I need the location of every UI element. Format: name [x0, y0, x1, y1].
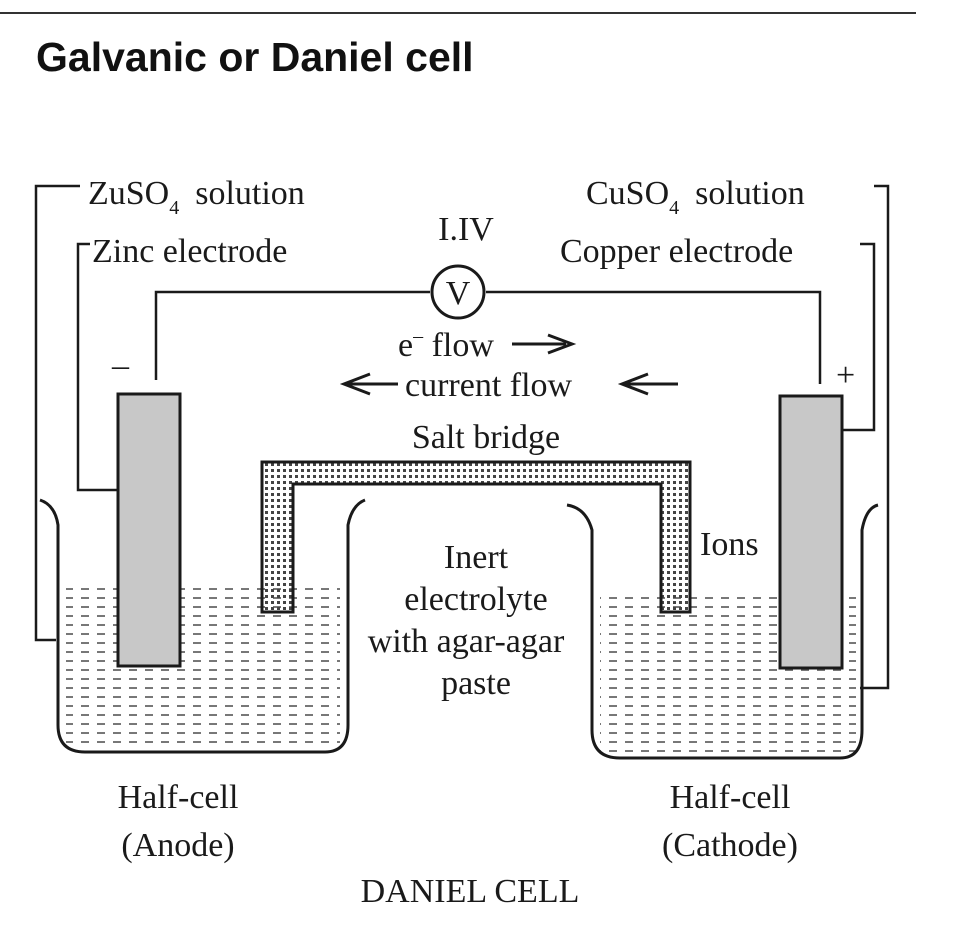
anode-beaker — [39, 498, 366, 754]
electrolyte-line-2: electrolyte — [404, 581, 547, 618]
anode-electrolyte — [66, 585, 340, 750]
cathode-beaker — [566, 503, 879, 760]
cathode-label-line-1: Half-cell — [670, 779, 791, 816]
current-flow-arrow-right — [617, 372, 678, 396]
copper-electrode — [778, 394, 844, 670]
left-solution-leader — [34, 184, 80, 642]
zinc-leader — [76, 242, 118, 492]
left-solution-label: ZuSO4 solution — [88, 175, 305, 219]
diagram-caption: DANIEL CELL — [361, 873, 580, 910]
copper-leader — [842, 242, 876, 432]
cathode-label-line-2: (Cathode) — [662, 827, 798, 864]
electrolyte-line-1: Inert — [444, 539, 509, 576]
zinc-electrode-label: Zinc electrode — [92, 233, 287, 270]
voltmeter-symbol: V — [446, 275, 471, 312]
salt-bridge-label: Salt bridge — [412, 419, 560, 456]
anode-label-line-1: Half-cell — [118, 779, 239, 816]
electrolyte-line-3: with agar-agar — [368, 623, 565, 660]
zinc-electrode — [116, 392, 182, 668]
top-rule — [0, 12, 916, 14]
right-solution-leader — [860, 184, 890, 690]
positive-terminal: + — [836, 357, 855, 394]
electron-flow-label: e– flow — [398, 325, 494, 364]
ions-label: Ions — [700, 526, 759, 563]
right-solution-label: CuSO4 solution — [586, 175, 805, 219]
negative-terminal: – — [111, 347, 130, 384]
current-flow-label: current flow — [405, 367, 573, 404]
current-flow-arrow-left — [339, 372, 398, 396]
voltage-reading: I.IV — [438, 211, 494, 248]
copper-electrode-label: Copper electrode — [560, 233, 793, 270]
electrolyte-line-4: paste — [441, 665, 511, 702]
anode-label-line-2: (Anode) — [121, 827, 234, 864]
external-wire — [154, 290, 430, 380]
external-wire-right — [486, 290, 822, 384]
electron-flow-arrow — [512, 333, 577, 355]
voltmeter — [430, 264, 486, 320]
page-title: Galvanic or Daniel cell — [36, 34, 474, 80]
salt-bridge — [260, 460, 692, 614]
